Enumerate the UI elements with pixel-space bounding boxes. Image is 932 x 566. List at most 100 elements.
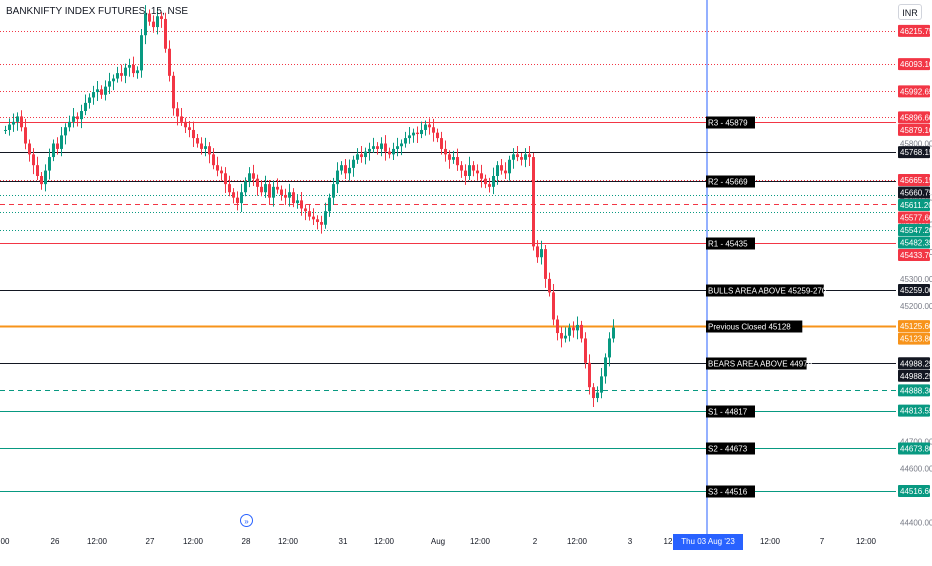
candle-body: [424, 124, 427, 130]
price-label-bg: [898, 320, 930, 333]
candle-body: [212, 154, 215, 166]
x-tick-label: 31: [339, 537, 348, 546]
candle-body: [224, 173, 227, 185]
candle-body: [452, 157, 455, 160]
candle-body: [232, 192, 235, 198]
level-annotation-bg: [706, 442, 755, 455]
candle-body: [264, 184, 267, 193]
candle-body: [600, 376, 603, 393]
candle-body: [312, 216, 315, 220]
price-label: 46093.10: [900, 60, 932, 69]
candle-body: [208, 146, 211, 155]
candle-body: [244, 181, 247, 193]
candle-body: [572, 327, 575, 331]
candle-body: [596, 392, 599, 399]
candle-body: [80, 111, 83, 120]
candle-body: [248, 173, 251, 182]
candle-body: [440, 138, 443, 149]
price-label: 44516.60: [900, 487, 932, 496]
x-tick-label: 12:00: [470, 537, 491, 546]
price-label: 45123.80: [900, 335, 932, 344]
candle-body: [44, 170, 47, 185]
candle-body: [388, 151, 391, 155]
candle-body: [416, 132, 419, 135]
candle-body: [476, 170, 479, 174]
price-label-bg: [898, 58, 930, 71]
candle-body: [324, 211, 327, 225]
price-label: 45660.75: [900, 189, 932, 198]
x-tick-label: 12:00: [374, 537, 395, 546]
y-tick-label: 44700.00: [900, 437, 932, 446]
currency-button[interactable]: INR: [898, 4, 922, 20]
x-tick-label: 27: [146, 537, 155, 546]
candle-body: [544, 249, 547, 279]
candle-body: [344, 165, 347, 174]
candle-body: [568, 327, 571, 336]
x-tick-label: 26: [51, 537, 60, 546]
level-annotation: BEARS AREA ABOVE 44979: [708, 360, 813, 369]
candle-body: [4, 129, 7, 131]
price-label-bg: [898, 224, 930, 237]
candle-body: [460, 165, 463, 171]
candle-body: [184, 121, 187, 128]
price-label: 44988.25: [900, 359, 932, 368]
x-tick-label: Aug: [431, 537, 445, 546]
chart-canvas[interactable]: 45800.0045600.0045500.0045400.0045300.00…: [0, 0, 932, 550]
candle-body: [116, 73, 119, 79]
candle-body: [28, 143, 31, 155]
candle-body: [360, 154, 363, 158]
x-tick-label: 3: [628, 537, 633, 546]
level-annotation: BULLS AREA ABOVE 45259-270: [708, 287, 827, 296]
candles-layer: [4, 5, 615, 407]
price-label-bg: [898, 211, 930, 224]
y-tick-label: 45800.00: [900, 140, 932, 149]
candle-body: [456, 157, 459, 166]
price-levels-layer: [0, 31, 896, 492]
candle-body: [192, 129, 195, 139]
price-label-bg: [898, 236, 930, 249]
candle-body: [128, 64, 131, 68]
price-label-bg: [898, 357, 930, 370]
x-tick-label: 7: [820, 537, 825, 546]
candle-body: [528, 154, 531, 158]
candle-body: [100, 89, 103, 95]
price-label-bg: [898, 174, 930, 187]
candle-body: [384, 143, 387, 152]
candle-body: [332, 184, 335, 198]
candle-body: [204, 146, 207, 149]
candle-body: [88, 97, 91, 103]
candle-body: [540, 249, 543, 258]
x-tick-label: 12:00: [278, 537, 299, 546]
price-label-bg: [898, 369, 930, 382]
candle-body: [392, 148, 395, 155]
candle-body: [260, 186, 263, 193]
price-label: 45482.35: [900, 239, 932, 248]
candle-body: [304, 208, 307, 212]
x-tick-label: 12:00: [567, 537, 588, 546]
level-annotation: S2 - 44673: [708, 445, 748, 454]
candle-body: [404, 138, 407, 144]
candle-body: [24, 127, 27, 144]
candle-body: [492, 176, 495, 187]
candle-body: [612, 327, 615, 339]
price-label-bg: [898, 249, 930, 262]
candle-body: [376, 146, 379, 149]
candle-body: [152, 21, 155, 28]
price-label: 45547.20: [900, 226, 932, 235]
price-label-bg: [898, 24, 930, 37]
go-to-realtime-icon[interactable]: »: [240, 514, 253, 527]
price-label-bg: [898, 442, 930, 455]
candle-body: [164, 18, 167, 49]
candle-body: [396, 146, 399, 149]
level-annotation: R2 - 45669: [708, 178, 748, 187]
candle-body: [176, 108, 179, 117]
candle-body: [380, 143, 383, 149]
candle-body: [240, 192, 243, 204]
y-tick-label: 45200.00: [900, 302, 932, 311]
candle-body: [308, 211, 311, 217]
candle-body: [144, 13, 147, 36]
level-annotation: R3 - 45879: [708, 119, 748, 128]
candle-body: [200, 143, 203, 149]
candle-body: [188, 127, 191, 130]
price-label: 44813.55: [900, 407, 932, 416]
